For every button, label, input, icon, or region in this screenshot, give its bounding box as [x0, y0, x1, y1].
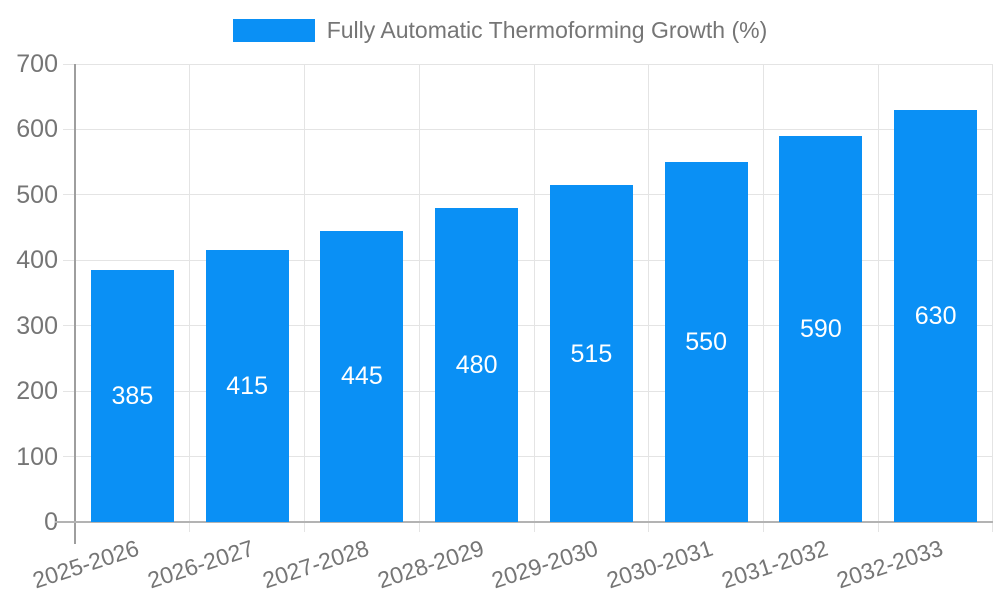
y-tick-label: 600	[16, 115, 58, 144]
bar-value-label: 445	[341, 362, 383, 391]
gridline-v	[418, 64, 420, 532]
bar: 415	[205, 250, 289, 522]
bar-value-label: 550	[685, 328, 727, 357]
bar: 515	[549, 185, 633, 522]
gridline-v	[648, 64, 650, 532]
bar: 445	[320, 230, 404, 522]
bar: 480	[435, 207, 519, 522]
gridline-h	[63, 63, 993, 65]
gridline-h	[63, 194, 993, 196]
gridline-h	[63, 325, 993, 327]
y-tick-label: 300	[16, 311, 58, 340]
gridline-h	[63, 390, 993, 392]
gridline-v	[304, 64, 305, 532]
y-tick-label: 700	[16, 50, 58, 78]
legend-label: Fully Automatic Thermoforming Growth (%)	[326, 17, 768, 43]
legend-swatch-icon	[232, 19, 315, 42]
bar: 630	[894, 109, 978, 522]
gridline-v	[877, 64, 879, 532]
y-tick-label: 100	[16, 442, 58, 471]
gridline-h	[63, 259, 993, 261]
legend: Fully Automatic Thermoforming Growth (%)	[0, 17, 1000, 44]
legend-item[interactable]: Fully Automatic Thermoforming Growth (%)	[232, 17, 768, 44]
bar-value-label: 630	[914, 301, 957, 330]
y-tick-label: 500	[16, 180, 58, 209]
plot-area: 0 100 200 300 400 500 600 700 385 2025-2026 415 202…	[16, 50, 993, 593]
y-tick-label: 200	[16, 377, 58, 406]
y-axis-line	[74, 64, 76, 544]
gridline-v	[533, 64, 535, 532]
bar: 590	[779, 135, 863, 522]
y-tick-label: 400	[16, 246, 58, 275]
bar-value-label: 385	[111, 382, 154, 411]
x-axis-line	[55, 521, 993, 523]
gridline-h	[63, 128, 993, 130]
bar-value-label: 480	[455, 350, 498, 379]
bar-value-label: 515	[570, 339, 613, 368]
gridline-v	[763, 64, 764, 532]
bar: 550	[664, 162, 748, 522]
gridline-h	[63, 456, 993, 458]
bar-value-label: 415	[226, 372, 268, 401]
bar-value-label: 590	[800, 314, 842, 343]
gridline-v	[189, 64, 191, 532]
bar: 385	[90, 270, 174, 522]
y-tick-label: 0	[44, 508, 58, 536]
gridline-v	[992, 64, 993, 532]
